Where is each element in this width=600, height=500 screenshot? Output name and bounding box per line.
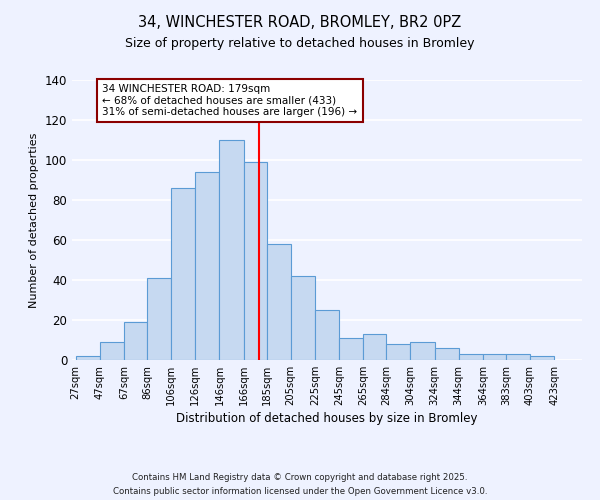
Bar (147, 278, 171, 360)
X-axis label: Distribution of detached houses by size in Bromley: Distribution of detached houses by size … (176, 412, 478, 425)
Bar (363, 334, 386, 360)
Text: Contains public sector information licensed under the Open Government Licence v3: Contains public sector information licen… (113, 486, 487, 496)
Bar (434, 348, 459, 360)
Bar (124, 322, 147, 360)
Text: Contains HM Land Registry data © Crown copyright and database right 2025.: Contains HM Land Registry data © Crown c… (132, 473, 468, 482)
Bar (506, 354, 530, 360)
Bar (244, 162, 266, 360)
Bar (171, 188, 195, 360)
Bar (76, 356, 100, 360)
Text: 34, WINCHESTER ROAD, BROMLEY, BR2 0PZ: 34, WINCHESTER ROAD, BROMLEY, BR2 0PZ (139, 15, 461, 30)
Bar (315, 310, 339, 360)
Bar (220, 140, 244, 360)
Text: 34 WINCHESTER ROAD: 179sqm
← 68% of detached houses are smaller (433)
31% of sem: 34 WINCHESTER ROAD: 179sqm ← 68% of deta… (102, 84, 358, 117)
Bar (266, 244, 291, 360)
Bar (195, 172, 220, 360)
Text: Size of property relative to detached houses in Bromley: Size of property relative to detached ho… (125, 38, 475, 51)
Bar (483, 354, 506, 360)
Bar (459, 354, 483, 360)
Y-axis label: Number of detached properties: Number of detached properties (29, 132, 39, 308)
Bar (530, 356, 554, 360)
Bar (410, 342, 434, 360)
Bar (100, 342, 124, 360)
Bar (291, 276, 315, 360)
Bar (339, 338, 363, 360)
Bar (386, 344, 410, 360)
